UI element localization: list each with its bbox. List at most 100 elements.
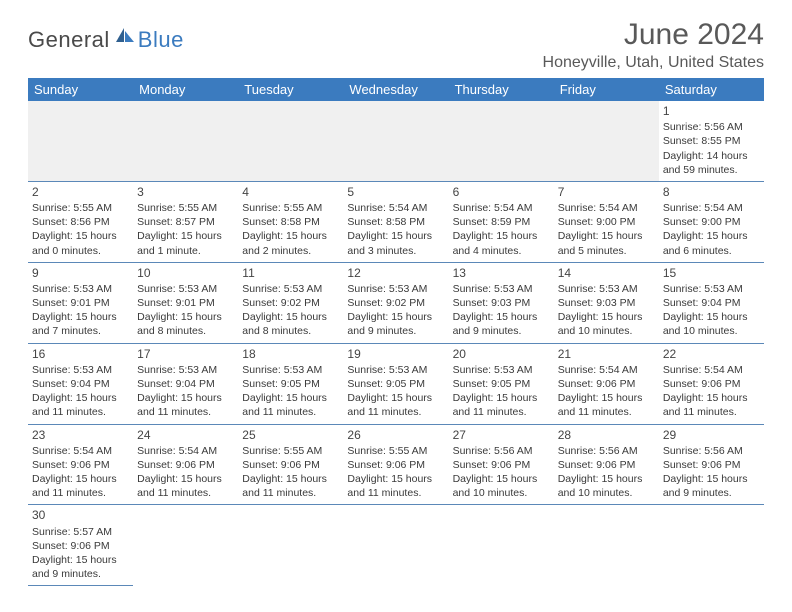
logo: General Blue — [28, 18, 184, 54]
day-number: 15 — [663, 265, 760, 281]
sunrise-text: Sunrise: 5:53 AM — [242, 282, 339, 296]
daylight-text: Daylight: 15 hours and 11 minutes. — [347, 472, 444, 500]
sunset-text: Sunset: 9:05 PM — [453, 377, 550, 391]
daylight-text: Daylight: 15 hours and 10 minutes. — [558, 472, 655, 500]
calendar-day-5: 5Sunrise: 5:54 AMSunset: 8:58 PMDaylight… — [343, 181, 448, 262]
calendar-week-row: 16Sunrise: 5:53 AMSunset: 9:04 PMDayligh… — [28, 343, 764, 424]
sunrise-text: Sunrise: 5:53 AM — [32, 363, 129, 377]
calendar-day-29: 29Sunrise: 5:56 AMSunset: 9:06 PMDayligh… — [659, 424, 764, 505]
day-header-thursday: Thursday — [449, 78, 554, 101]
sunset-text: Sunset: 9:02 PM — [242, 296, 339, 310]
calendar-day-21: 21Sunrise: 5:54 AMSunset: 9:06 PMDayligh… — [554, 343, 659, 424]
day-header-sunday: Sunday — [28, 78, 133, 101]
sunset-text: Sunset: 9:01 PM — [137, 296, 234, 310]
daylight-text: Daylight: 15 hours and 9 minutes. — [453, 310, 550, 338]
daylight-text: Daylight: 15 hours and 11 minutes. — [558, 391, 655, 419]
day-number: 7 — [558, 184, 655, 200]
calendar-week-row: 30Sunrise: 5:57 AMSunset: 9:06 PMDayligh… — [28, 505, 764, 586]
calendar-day-1: 1Sunrise: 5:56 AMSunset: 8:55 PMDaylight… — [659, 101, 764, 181]
daylight-text: Daylight: 15 hours and 6 minutes. — [663, 229, 760, 257]
sunset-text: Sunset: 9:01 PM — [32, 296, 129, 310]
day-number: 29 — [663, 427, 760, 443]
sunrise-text: Sunrise: 5:54 AM — [347, 201, 444, 215]
sunset-text: Sunset: 9:06 PM — [32, 539, 129, 553]
daylight-text: Daylight: 15 hours and 9 minutes. — [663, 472, 760, 500]
logo-text-blue: Blue — [138, 27, 184, 53]
day-header-friday: Friday — [554, 78, 659, 101]
daylight-text: Daylight: 15 hours and 11 minutes. — [347, 391, 444, 419]
calendar-empty-cell — [554, 101, 659, 181]
sunset-text: Sunset: 9:06 PM — [663, 458, 760, 472]
day-number: 6 — [453, 184, 550, 200]
day-number: 28 — [558, 427, 655, 443]
calendar-day-8: 8Sunrise: 5:54 AMSunset: 9:00 PMDaylight… — [659, 181, 764, 262]
sunrise-text: Sunrise: 5:53 AM — [453, 282, 550, 296]
day-number: 22 — [663, 346, 760, 362]
day-number: 11 — [242, 265, 339, 281]
sunset-text: Sunset: 9:03 PM — [558, 296, 655, 310]
sunrise-text: Sunrise: 5:54 AM — [663, 363, 760, 377]
daylight-text: Daylight: 15 hours and 10 minutes. — [663, 310, 760, 338]
daylight-text: Daylight: 15 hours and 11 minutes. — [32, 472, 129, 500]
daylight-text: Daylight: 15 hours and 11 minutes. — [663, 391, 760, 419]
day-number: 27 — [453, 427, 550, 443]
sunrise-text: Sunrise: 5:53 AM — [347, 282, 444, 296]
calendar-day-26: 26Sunrise: 5:55 AMSunset: 9:06 PMDayligh… — [343, 424, 448, 505]
daylight-text: Daylight: 15 hours and 4 minutes. — [453, 229, 550, 257]
day-number: 19 — [347, 346, 444, 362]
calendar-day-9: 9Sunrise: 5:53 AMSunset: 9:01 PMDaylight… — [28, 262, 133, 343]
sunrise-text: Sunrise: 5:53 AM — [137, 282, 234, 296]
calendar-day-27: 27Sunrise: 5:56 AMSunset: 9:06 PMDayligh… — [449, 424, 554, 505]
sunrise-text: Sunrise: 5:53 AM — [453, 363, 550, 377]
sunrise-text: Sunrise: 5:54 AM — [32, 444, 129, 458]
calendar-day-13: 13Sunrise: 5:53 AMSunset: 9:03 PMDayligh… — [449, 262, 554, 343]
day-number: 1 — [663, 103, 760, 119]
daylight-text: Daylight: 15 hours and 2 minutes. — [242, 229, 339, 257]
calendar-empty-cell — [238, 101, 343, 181]
sunset-text: Sunset: 8:56 PM — [32, 215, 129, 229]
sunrise-text: Sunrise: 5:53 AM — [663, 282, 760, 296]
sunset-text: Sunset: 9:00 PM — [663, 215, 760, 229]
day-header-wednesday: Wednesday — [343, 78, 448, 101]
sunset-text: Sunset: 9:03 PM — [453, 296, 550, 310]
sunrise-text: Sunrise: 5:55 AM — [32, 201, 129, 215]
daylight-text: Daylight: 15 hours and 8 minutes. — [137, 310, 234, 338]
sunset-text: Sunset: 9:04 PM — [32, 377, 129, 391]
calendar-empty-cell — [554, 505, 659, 586]
calendar-day-11: 11Sunrise: 5:53 AMSunset: 9:02 PMDayligh… — [238, 262, 343, 343]
calendar-empty-cell — [133, 101, 238, 181]
sunset-text: Sunset: 9:06 PM — [242, 458, 339, 472]
sunrise-text: Sunrise: 5:55 AM — [137, 201, 234, 215]
day-number: 21 — [558, 346, 655, 362]
sunrise-text: Sunrise: 5:55 AM — [242, 201, 339, 215]
sunset-text: Sunset: 8:58 PM — [347, 215, 444, 229]
sunrise-text: Sunrise: 5:55 AM — [242, 444, 339, 458]
day-header-monday: Monday — [133, 78, 238, 101]
calendar-day-15: 15Sunrise: 5:53 AMSunset: 9:04 PMDayligh… — [659, 262, 764, 343]
daylight-text: Daylight: 15 hours and 0 minutes. — [32, 229, 129, 257]
sunrise-text: Sunrise: 5:53 AM — [242, 363, 339, 377]
day-number: 8 — [663, 184, 760, 200]
calendar-empty-cell — [238, 505, 343, 586]
sunrise-text: Sunrise: 5:54 AM — [663, 201, 760, 215]
location-text: Honeyville, Utah, United States — [543, 54, 764, 72]
day-number: 2 — [32, 184, 129, 200]
daylight-text: Daylight: 15 hours and 7 minutes. — [32, 310, 129, 338]
sunrise-text: Sunrise: 5:56 AM — [663, 444, 760, 458]
daylight-text: Daylight: 14 hours and 59 minutes. — [663, 149, 760, 177]
page-title: June 2024 — [543, 18, 764, 52]
sunset-text: Sunset: 9:05 PM — [242, 377, 339, 391]
sunrise-text: Sunrise: 5:57 AM — [32, 525, 129, 539]
day-number: 20 — [453, 346, 550, 362]
day-number: 23 — [32, 427, 129, 443]
calendar-week-row: 1Sunrise: 5:56 AMSunset: 8:55 PMDaylight… — [28, 101, 764, 181]
calendar-empty-cell — [133, 505, 238, 586]
sunrise-text: Sunrise: 5:53 AM — [558, 282, 655, 296]
day-number: 3 — [137, 184, 234, 200]
day-number: 12 — [347, 265, 444, 281]
calendar-day-3: 3Sunrise: 5:55 AMSunset: 8:57 PMDaylight… — [133, 181, 238, 262]
sunset-text: Sunset: 9:04 PM — [137, 377, 234, 391]
calendar-day-19: 19Sunrise: 5:53 AMSunset: 9:05 PMDayligh… — [343, 343, 448, 424]
daylight-text: Daylight: 15 hours and 1 minute. — [137, 229, 234, 257]
day-number: 13 — [453, 265, 550, 281]
